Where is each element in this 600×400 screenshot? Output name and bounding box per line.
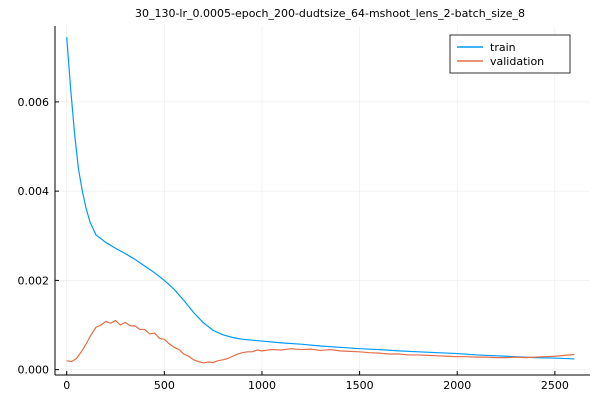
- grid: [55, 26, 590, 375]
- y-tick-label: 0.004: [18, 185, 50, 198]
- y-tick-label: 0.000: [18, 364, 50, 377]
- y-tick-label: 0.002: [18, 274, 50, 287]
- y-tick-label: 0.006: [18, 96, 50, 109]
- x-tick-label: 1500: [346, 379, 374, 392]
- x-tick-label: 2000: [443, 379, 471, 392]
- x-tick-label: 500: [154, 379, 175, 392]
- legend-box: [449, 34, 571, 74]
- series-line-validation: [66, 319, 575, 364]
- x-tick-label: 0: [63, 379, 70, 392]
- legend-label-validation: validation: [490, 55, 544, 68]
- legend-label-train: train: [490, 41, 516, 54]
- x-tick-label: 2500: [541, 379, 569, 392]
- axes: 0 500 1000 1500 2000 2500 0.000 0.002 0.004 0.006: [18, 26, 590, 392]
- series-layer: [66, 37, 575, 364]
- x-tick-label: 1000: [248, 379, 276, 392]
- series-line-train: [66, 37, 575, 360]
- chart-title: 30_130-lr_0.0005-epoch_200-dudtsize_64-m…: [135, 7, 525, 20]
